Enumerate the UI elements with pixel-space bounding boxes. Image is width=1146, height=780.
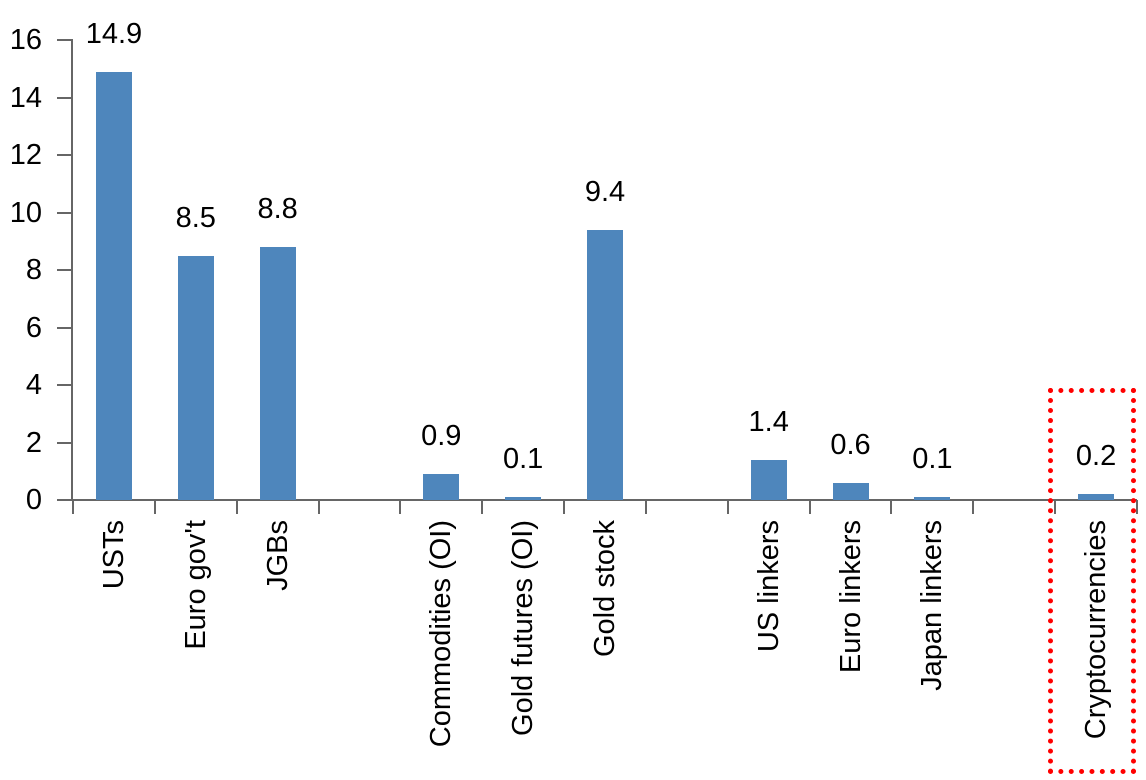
x-tick [808, 500, 811, 514]
bar [95, 71, 132, 500]
x-tick [644, 500, 647, 514]
y-tick-label: 10 [9, 196, 42, 229]
bar [505, 497, 542, 500]
y-tick-label: 0 [25, 484, 42, 516]
x-axis-line [71, 499, 1137, 501]
x-tick [481, 500, 484, 514]
value-label: 0.2 [1075, 440, 1117, 473]
value-label: 0.6 [830, 428, 871, 461]
x-axis-label: Commodities (OI) [425, 520, 458, 748]
y-tick [57, 269, 73, 271]
x-tick [317, 500, 320, 514]
x-tick [972, 500, 975, 514]
x-tick [399, 500, 402, 514]
x-axis-label: US linkers [752, 520, 785, 653]
x-axis-label: Gold futures (OI) [507, 520, 540, 736]
x-tick [726, 500, 729, 514]
bar [750, 459, 787, 500]
x-tick [235, 500, 238, 514]
bar [914, 497, 951, 500]
x-axis-label: JGBs [261, 520, 294, 591]
value-label: 8.5 [175, 201, 216, 234]
x-axis-label: Euro linkers [834, 520, 867, 674]
value-label: 1.4 [748, 405, 789, 438]
value-label: 0.9 [421, 420, 462, 453]
y-tick-label: 4 [25, 369, 42, 401]
x-tick [563, 500, 566, 514]
value-label: 8.8 [257, 193, 298, 225]
bar [177, 255, 214, 500]
y-tick [57, 211, 73, 214]
bar [832, 482, 869, 500]
bar [1078, 494, 1115, 500]
x-axis-label: Euro gov't [179, 520, 212, 650]
y-tick-label: 16 [9, 24, 42, 56]
x-tick [890, 500, 893, 514]
y-tick [57, 499, 73, 501]
value-label: 0.1 [502, 443, 544, 476]
value-label: 14.9 [85, 17, 143, 50]
x-tick [1136, 500, 1138, 514]
x-tick [72, 500, 74, 514]
x-axis-label: Japan linkers [916, 520, 949, 691]
y-tick [57, 441, 73, 444]
value-label: 9.4 [584, 175, 626, 208]
value-label: 0.1 [912, 443, 953, 476]
x-axis-label: Gold stock [589, 520, 621, 657]
y-tick-label: 14 [9, 81, 42, 114]
x-tick [1054, 500, 1057, 514]
x-axis-label: USTs [97, 520, 130, 590]
y-tick-label: 8 [25, 254, 42, 286]
y-tick [57, 384, 73, 386]
bar [259, 247, 296, 500]
y-tick [57, 96, 73, 99]
y-tick-label: 2 [25, 426, 42, 459]
bar [423, 474, 460, 500]
y-tick [57, 326, 73, 329]
y-tick-label: 12 [9, 139, 42, 171]
y-tick-label: 6 [25, 311, 42, 344]
bar [587, 229, 623, 500]
highlight-box [1048, 388, 1137, 774]
y-tick [57, 39, 73, 41]
y-tick [57, 154, 73, 156]
x-tick [153, 500, 156, 514]
